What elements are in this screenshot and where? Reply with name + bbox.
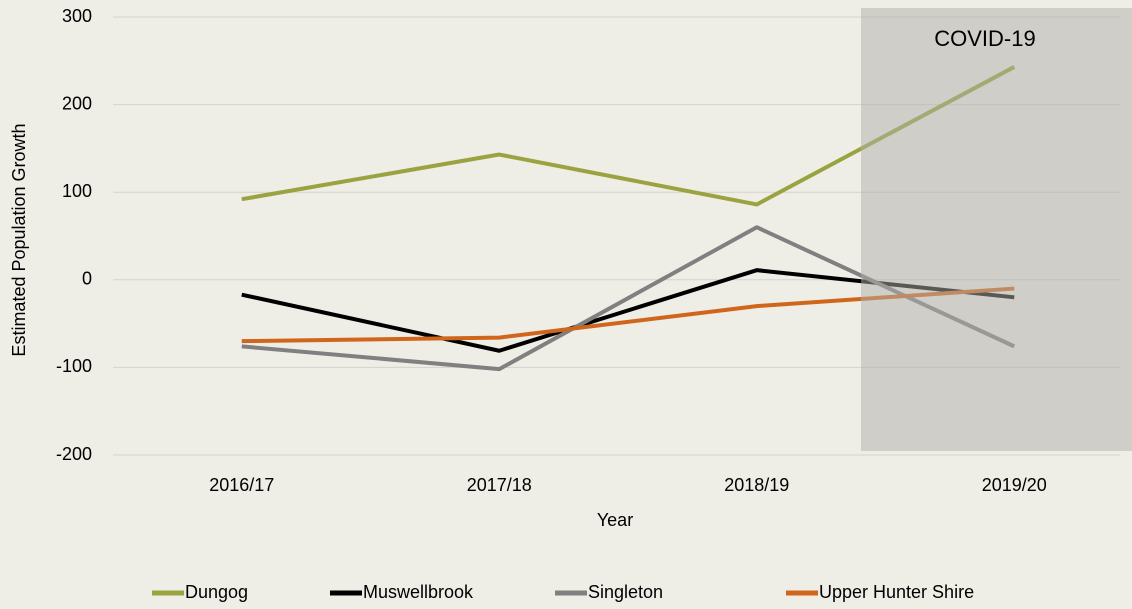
y-tick-label: 0 (82, 269, 92, 289)
legend-label: Muswellbrook (363, 582, 474, 602)
covid-shade (861, 8, 1132, 451)
y-tick-label: -200 (56, 444, 92, 464)
legend-label: Singleton (588, 582, 663, 602)
x-tick-label: 2018/19 (724, 475, 789, 495)
x-axis-label: Year (597, 510, 633, 530)
x-tick-label: 2017/18 (467, 475, 532, 495)
annotation: COVID-19 (934, 26, 1035, 51)
y-axis-label: Estimated Population Growth (9, 123, 29, 356)
legend-label: Dungog (185, 582, 248, 602)
y-tick-label: 300 (62, 6, 92, 26)
x-tick-label: 2016/17 (209, 475, 274, 495)
legend-label: Upper Hunter Shire (819, 582, 974, 602)
x-tick-label: 2019/20 (982, 475, 1047, 495)
y-tick-label: 100 (62, 181, 92, 201)
y-tick-label: -100 (56, 356, 92, 376)
y-tick-label: 200 (62, 93, 92, 113)
